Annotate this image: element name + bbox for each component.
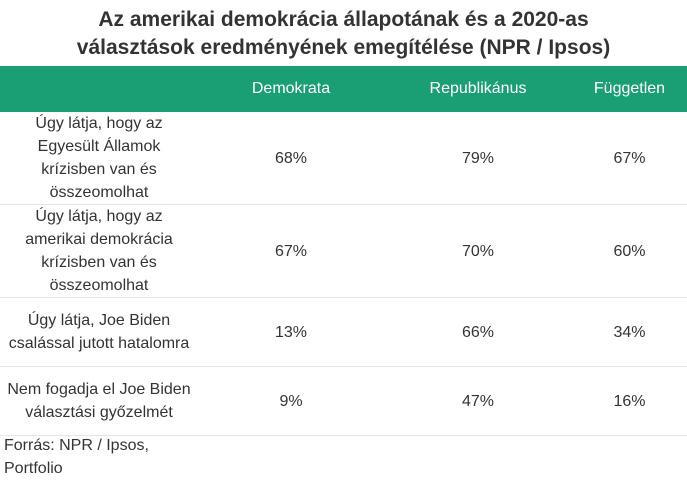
results-table: Demokrata Republikánus Független Úgy lát…: [0, 66, 687, 436]
column-header-demokrata: Demokrata: [251, 80, 331, 97]
table-header-row: Demokrata Republikánus Független: [0, 66, 687, 112]
column-header-republikanus: Republikánus: [429, 80, 527, 97]
cell-value-demokrata: 68%: [198, 112, 384, 205]
table-row: Nem fogadja el Joe Biden választási győz…: [0, 366, 687, 436]
row-label: Úgy látja, Joe Biden csalással jutott ha…: [0, 297, 198, 367]
chart-title-line-2: választások eredményének emegítélése (NP…: [76, 36, 611, 59]
column-header-fuggetlen: Független: [593, 80, 666, 97]
cell-value-fuggetlen: 16%: [572, 366, 687, 436]
cell-value-fuggetlen: 34%: [572, 297, 687, 367]
row-label: Úgy látja, hogy az Egyesült Államok kríz…: [0, 112, 198, 205]
header-empty-cell: [0, 66, 198, 112]
cell-value-republikanus: 70%: [384, 204, 572, 298]
table-row: Úgy látja, hogy az Egyesült Államok kríz…: [0, 112, 687, 205]
cell-value-demokrata: 13%: [198, 297, 384, 367]
cell-value-demokrata: 9%: [198, 366, 384, 436]
cell-value-fuggetlen: 67%: [572, 112, 687, 205]
cell-value-fuggetlen: 60%: [572, 204, 687, 298]
cell-value-demokrata: 67%: [198, 204, 384, 298]
cell-value-republikanus: 79%: [384, 112, 572, 205]
row-label: Nem fogadja el Joe Biden választási győz…: [0, 366, 198, 436]
chart-title: Az amerikai demokrácia állapotának és a …: [0, 6, 687, 62]
source-note: Forrás: NPR / Ipsos, Portfolio: [4, 437, 149, 477]
table-row: Úgy látja, Joe Biden csalással jutott ha…: [0, 297, 687, 367]
table-row: Úgy látja, hogy az amerikai demokrácia k…: [0, 204, 687, 298]
chart-title-line-1: Az amerikai demokrácia állapotának és a …: [98, 8, 589, 31]
cell-value-republikanus: 47%: [384, 366, 572, 436]
row-label: Úgy látja, hogy az amerikai demokrácia k…: [0, 204, 198, 298]
cell-value-republikanus: 66%: [384, 297, 572, 367]
